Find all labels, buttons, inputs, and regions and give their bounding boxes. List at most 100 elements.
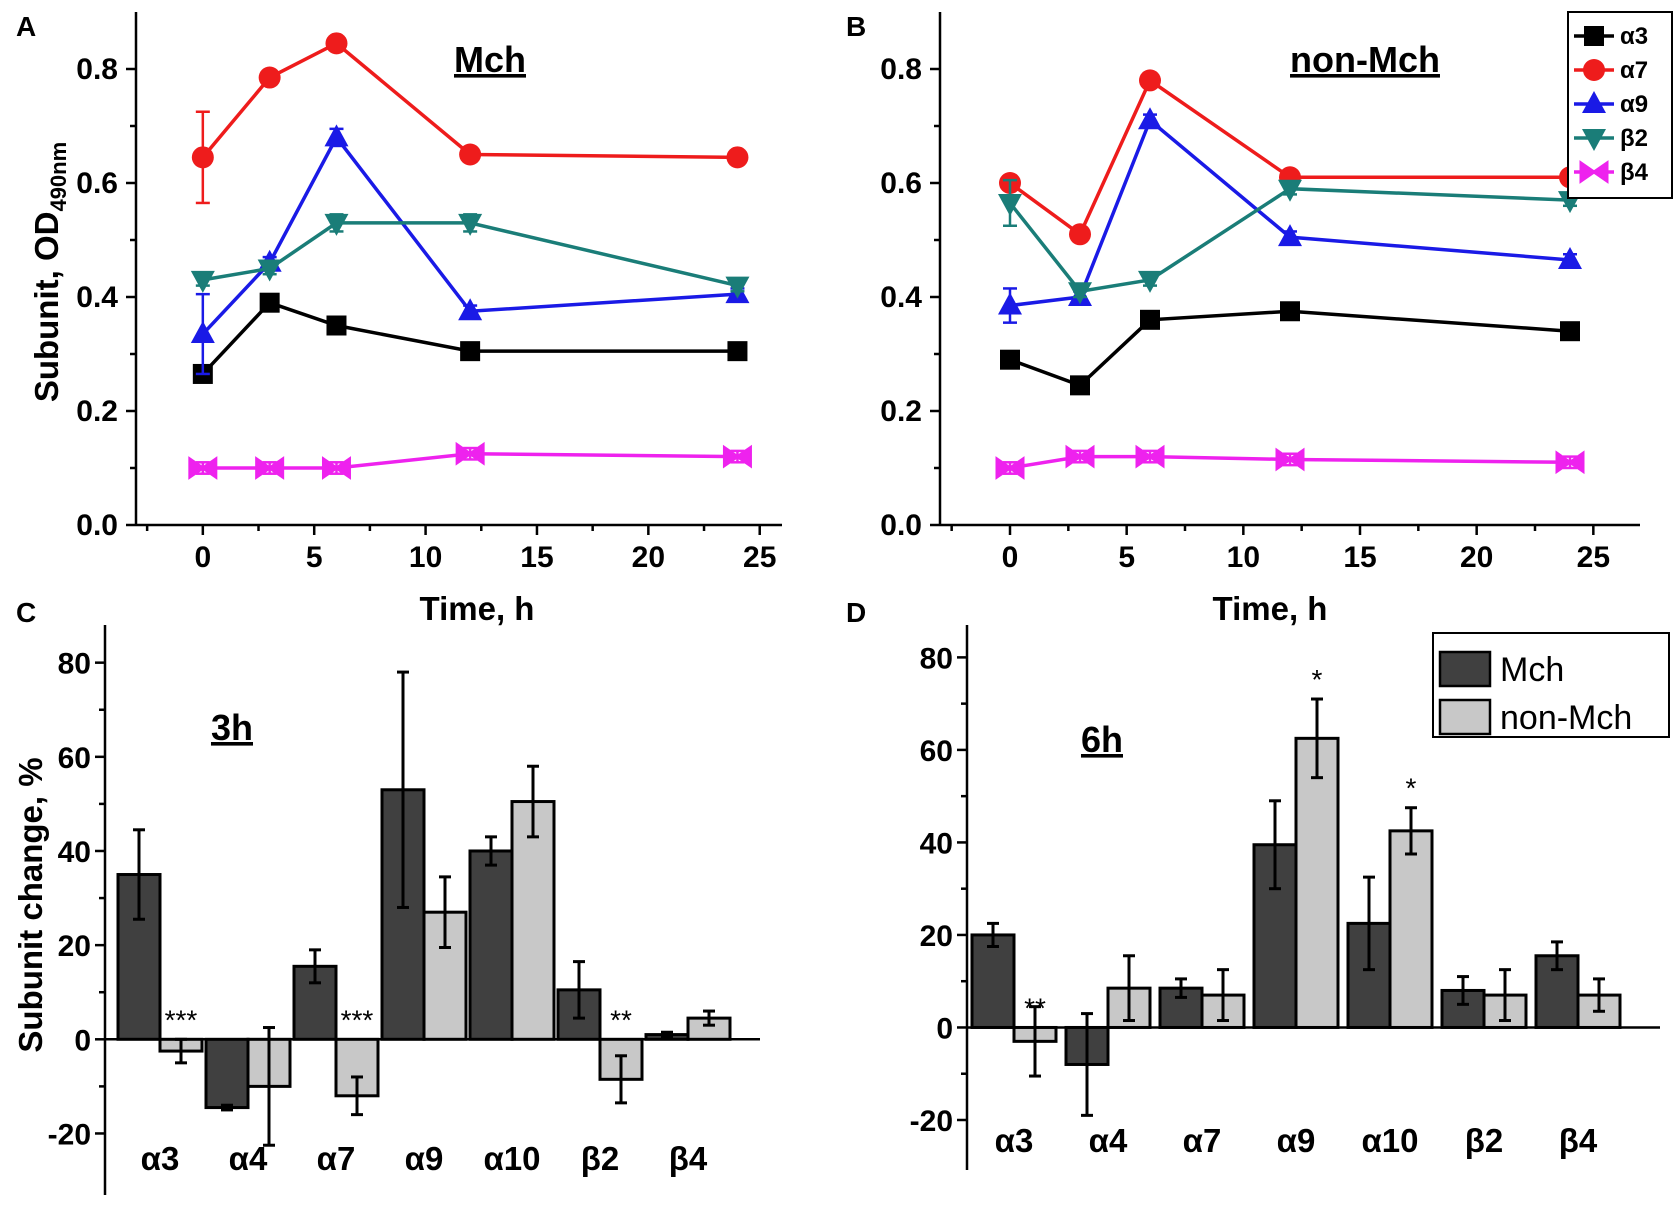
significance-marker: ** xyxy=(1024,992,1046,1023)
series-beta4 xyxy=(995,444,1585,480)
legend-swatch xyxy=(1438,650,1492,688)
error-bar xyxy=(397,670,409,909)
error-bar xyxy=(221,1103,233,1112)
data-point xyxy=(326,315,347,336)
significance-marker: * xyxy=(1312,664,1323,695)
data-point xyxy=(257,259,282,282)
category-label-beta2: β2 xyxy=(581,1140,620,1177)
legend-item-alpha3: α3 xyxy=(1574,23,1648,50)
category-label-alpha4: α4 xyxy=(229,1140,268,1177)
x-tick-label: 5 xyxy=(306,541,323,574)
panel-b-title: non-Mch xyxy=(1290,39,1440,80)
error-bar xyxy=(987,921,999,949)
legend-label: α9 xyxy=(1620,91,1648,118)
legend-item-non-mch: non-Mch xyxy=(1438,698,1632,737)
legend-item-alpha9: α9 xyxy=(1574,91,1648,118)
category-label-alpha3: α3 xyxy=(141,1140,180,1177)
panel-b-chart: B Time, h non-Mch 0 5 10 15 20 25 0.00.20.40.… xyxy=(846,11,1673,627)
error-bar xyxy=(1123,954,1135,1023)
error-bar xyxy=(485,835,497,867)
category-label-beta4: β4 xyxy=(669,1140,708,1177)
legend-label: β4 xyxy=(1620,159,1649,186)
panel-c-bars: *** *** ** xyxy=(105,670,760,1147)
series-alpha7 xyxy=(191,32,749,205)
y-tick-label: 0.6 xyxy=(880,167,922,200)
series-alpha7 xyxy=(999,69,1581,246)
data-point xyxy=(1140,309,1160,330)
data-point xyxy=(998,193,1022,216)
data-point xyxy=(998,292,1022,315)
data-point xyxy=(258,66,281,89)
significance-marker: ** xyxy=(610,1004,632,1035)
bar-mch-alpha3 xyxy=(970,933,1016,1029)
series-alpha3 xyxy=(192,292,748,384)
data-point xyxy=(1135,444,1165,469)
data-point xyxy=(190,321,215,344)
error-bar xyxy=(1029,1005,1041,1078)
x-tick-label: 15 xyxy=(520,541,553,574)
legend-marker xyxy=(1584,26,1604,46)
data-point xyxy=(995,456,1025,480)
y-tick-label: 0.8 xyxy=(76,53,118,86)
panel-c-label: C xyxy=(16,597,36,628)
y-tick-label: -20 xyxy=(910,1105,953,1138)
data-point xyxy=(460,341,481,362)
legend-label: α7 xyxy=(1620,57,1648,84)
data-point xyxy=(325,32,348,55)
data-point xyxy=(1275,447,1305,472)
data-point xyxy=(459,143,482,166)
legend-swatch xyxy=(1438,698,1492,736)
y-tick-label: 0.2 xyxy=(76,395,118,428)
legend-label: non-Mch xyxy=(1500,699,1632,737)
legend-item-beta2: β2 xyxy=(1574,125,1648,152)
legend-item-beta4: β4 xyxy=(1574,159,1649,186)
data-point xyxy=(1278,179,1302,202)
y-tick-label: -20 xyxy=(48,1118,91,1151)
panel-a-y-axis-title: Subunit, OD490nm xyxy=(28,142,71,402)
x-tick-label: 0 xyxy=(194,541,211,574)
data-point xyxy=(722,444,752,469)
x-tick-label: 20 xyxy=(1460,541,1493,574)
data-point xyxy=(1070,375,1090,396)
data-point xyxy=(1280,301,1300,322)
y-tick-label: 20 xyxy=(58,930,91,963)
y-tick-label: 0.4 xyxy=(76,281,118,314)
category-label-alpha10: α10 xyxy=(484,1140,541,1177)
legend-marker xyxy=(1579,160,1609,184)
error-bar xyxy=(351,1075,363,1117)
error-bar xyxy=(615,1054,627,1105)
error-bar xyxy=(1457,975,1469,1006)
data-point xyxy=(1555,450,1585,475)
panel-b-legend: α3 α7 α9 β2 β4 xyxy=(1567,11,1673,199)
error-bar xyxy=(1175,977,1187,999)
data-point xyxy=(324,124,349,147)
y-tick-label: 0.0 xyxy=(880,509,922,542)
data-point xyxy=(458,213,483,236)
data-point xyxy=(324,213,349,236)
panel-d-category-labels: α3 α4 α7 α9 α10 β2 β4 xyxy=(995,1122,1598,1159)
panel-a-chart: A Subunit, OD490nm Time, h Mch 0 5 10 15 20 2… xyxy=(16,11,782,627)
panel-d-legend: Mch non-Mch xyxy=(1432,632,1670,738)
y-tick-label: 20 xyxy=(920,920,953,953)
category-label-alpha9: α9 xyxy=(1277,1122,1316,1159)
panel-c-category-labels: α3 α4 α7 α9 α10 β2 β4 xyxy=(141,1140,708,1177)
x-tick-label: 5 xyxy=(1118,541,1135,574)
x-tick-label: 25 xyxy=(1577,541,1610,574)
error-bar xyxy=(1499,968,1511,1023)
error-bar xyxy=(263,1026,275,1147)
data-point xyxy=(255,456,285,480)
panel-a-x-ticks: 0 5 10 15 20 25 xyxy=(145,525,776,574)
data-point xyxy=(1558,246,1582,269)
panel-c-y-axis-title: Subunit change, % xyxy=(12,757,49,1052)
legend-label: β2 xyxy=(1620,125,1648,152)
y-tick-label: 0 xyxy=(936,1012,953,1045)
data-point xyxy=(726,146,749,169)
significance-marker: *** xyxy=(341,1004,374,1035)
category-label-beta4: β4 xyxy=(1559,1122,1598,1159)
error-bar xyxy=(527,764,539,839)
panel-a-x-axis-title: Time, h xyxy=(420,590,535,627)
category-label-alpha4: α4 xyxy=(1089,1122,1128,1159)
y-tick-label: 60 xyxy=(58,742,91,775)
